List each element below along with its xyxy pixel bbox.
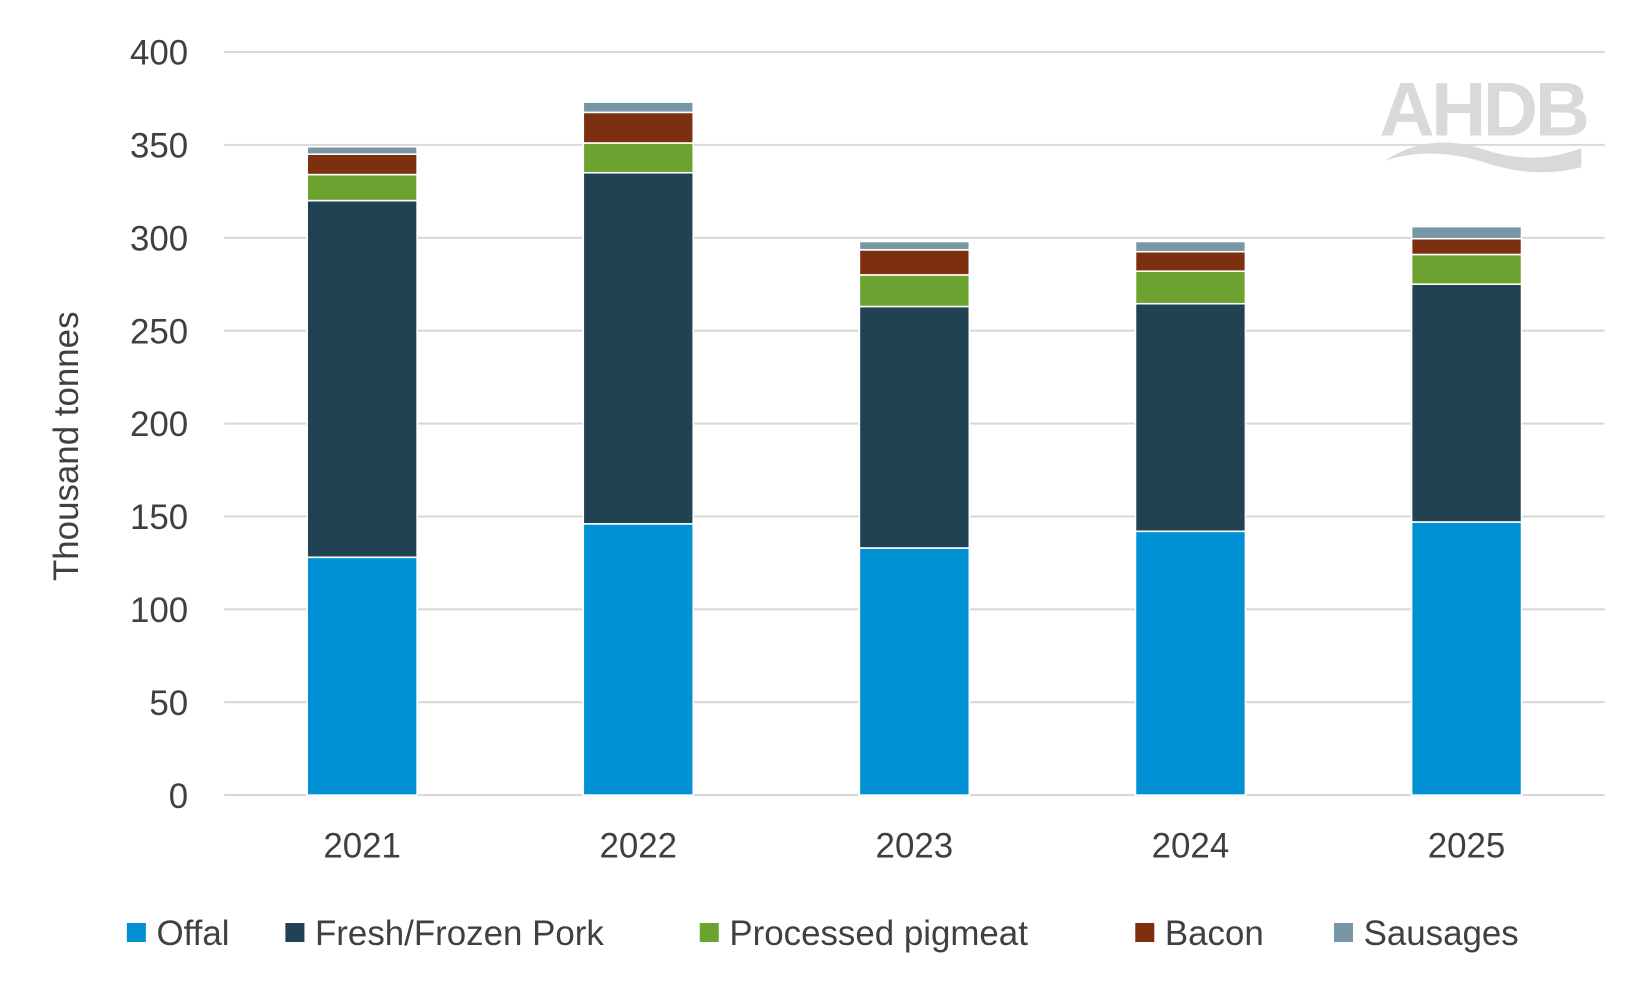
ahdb-logo: AHDB: [1379, 67, 1590, 173]
x-tick-label: 2022: [599, 826, 677, 865]
y-tick-label: 100: [130, 591, 188, 630]
bar-segment: [1134, 530, 1247, 796]
bar-segment: [1410, 521, 1523, 796]
legend-swatch: [1333, 922, 1354, 943]
legend-label: Offal: [156, 914, 229, 953]
bar-segment: [858, 305, 971, 549]
y-tick-label: 350: [130, 127, 188, 166]
y-tick-label: 400: [130, 34, 188, 73]
bar-segment: [582, 111, 695, 144]
bar-segment: [306, 153, 418, 176]
bar-segment: [1410, 253, 1523, 285]
bar-segment: [858, 240, 971, 251]
legend-swatch: [699, 922, 719, 943]
y-tick-label: 50: [149, 684, 188, 723]
bar-segment: [1410, 225, 1523, 240]
y-tick-label: 150: [130, 498, 188, 537]
x-axis-ticks: 2021 2022 2023 2024 2025: [323, 826, 1505, 865]
y-tick-label: 200: [130, 405, 188, 444]
x-tick-label: 2023: [876, 826, 954, 865]
legend-swatch: [285, 922, 305, 943]
x-tick-label: 2021: [323, 826, 401, 865]
x-tick-label: 2024: [1152, 826, 1230, 865]
bar-segment: [1134, 302, 1247, 533]
bar-segment: [306, 199, 418, 559]
bar-segment: [582, 101, 695, 114]
bar-segment: [1134, 240, 1247, 253]
bar-segment: [858, 547, 971, 796]
bar-segment: [858, 274, 971, 308]
bar-segment: [306, 173, 418, 202]
legend-label: Sausages: [1364, 914, 1519, 953]
bar-segment: [582, 171, 695, 525]
bars: [306, 101, 1523, 796]
bar-segment: [1410, 237, 1523, 256]
bar-segment: [1410, 283, 1523, 523]
bar-segment: [858, 249, 971, 276]
bar-segment: [582, 523, 695, 796]
x-tick-label: 2025: [1428, 826, 1506, 865]
y-axis-label: Thousand tonnes: [47, 312, 86, 582]
bar-segment: [306, 145, 418, 155]
legend-label: Bacon: [1165, 914, 1264, 953]
svg-text:AHDB: AHDB: [1379, 67, 1586, 152]
legend: Offal Fresh/Frozen Pork Processed pigmeat B…: [126, 914, 1519, 953]
y-axis-ticks: 0 50 100 150 200 250 300 350 400: [130, 34, 188, 816]
bar-segment: [582, 142, 695, 174]
y-tick-label: 0: [169, 777, 188, 816]
bar-segment: [306, 556, 418, 796]
legend-label: Processed pigmeat: [729, 914, 1028, 953]
legend-label: Fresh/Frozen Pork: [315, 914, 604, 953]
legend-swatch: [126, 922, 146, 943]
bar-segment: [1134, 270, 1247, 305]
bar-segment: [1134, 250, 1247, 272]
y-tick-label: 250: [130, 312, 188, 351]
y-tick-label: 300: [130, 219, 188, 258]
legend-swatch: [1135, 922, 1155, 943]
